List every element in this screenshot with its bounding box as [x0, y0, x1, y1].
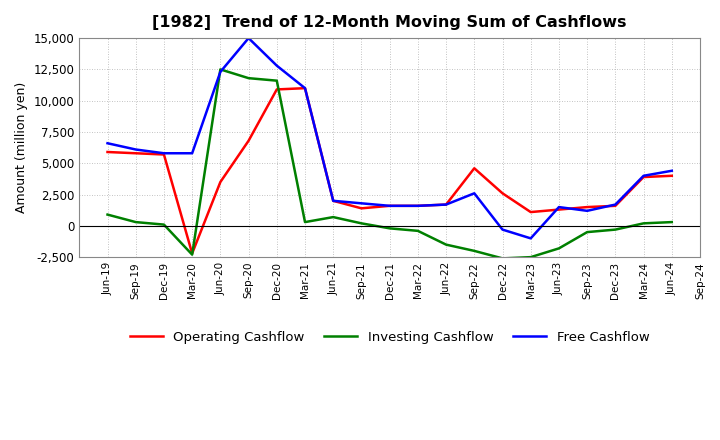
- Operating Cashflow: [216, 180, 225, 185]
- Investing Cashflow: [554, 246, 563, 251]
- Operating Cashflow: [329, 198, 338, 203]
- Free Cashflow: [216, 69, 225, 74]
- Operating Cashflow: [103, 149, 112, 154]
- Free Cashflow: [131, 147, 140, 152]
- Free Cashflow: [639, 173, 648, 179]
- Operating Cashflow: [667, 173, 676, 179]
- Title: [1982]  Trend of 12-Month Moving Sum of Cashflows: [1982] Trend of 12-Month Moving Sum of C…: [153, 15, 627, 30]
- Investing Cashflow: [639, 221, 648, 226]
- Operating Cashflow: [272, 87, 281, 92]
- Free Cashflow: [442, 202, 451, 207]
- Operating Cashflow: [188, 251, 197, 256]
- Investing Cashflow: [357, 221, 366, 226]
- Operating Cashflow: [639, 174, 648, 180]
- Free Cashflow: [272, 63, 281, 68]
- Free Cashflow: [329, 198, 338, 203]
- Operating Cashflow: [244, 138, 253, 143]
- Free Cashflow: [498, 227, 507, 232]
- Investing Cashflow: [272, 78, 281, 83]
- Operating Cashflow: [554, 207, 563, 212]
- Free Cashflow: [413, 203, 422, 209]
- Line: Operating Cashflow: Operating Cashflow: [107, 88, 672, 253]
- Investing Cashflow: [329, 214, 338, 220]
- Free Cashflow: [103, 141, 112, 146]
- Free Cashflow: [301, 85, 310, 91]
- Y-axis label: Amount (million yen): Amount (million yen): [15, 82, 28, 213]
- Legend: Operating Cashflow, Investing Cashflow, Free Cashflow: Operating Cashflow, Investing Cashflow, …: [125, 326, 655, 349]
- Operating Cashflow: [413, 203, 422, 209]
- Investing Cashflow: [216, 67, 225, 72]
- Operating Cashflow: [470, 165, 479, 171]
- Free Cashflow: [611, 202, 620, 207]
- Operating Cashflow: [526, 209, 535, 215]
- Free Cashflow: [526, 236, 535, 241]
- Operating Cashflow: [160, 152, 168, 157]
- Investing Cashflow: [611, 227, 620, 232]
- Free Cashflow: [160, 150, 168, 156]
- Free Cashflow: [582, 208, 591, 213]
- Free Cashflow: [244, 36, 253, 41]
- Line: Free Cashflow: Free Cashflow: [107, 38, 672, 238]
- Operating Cashflow: [498, 191, 507, 196]
- Investing Cashflow: [526, 254, 535, 260]
- Investing Cashflow: [667, 220, 676, 225]
- Operating Cashflow: [301, 85, 310, 91]
- Free Cashflow: [188, 150, 197, 156]
- Investing Cashflow: [244, 76, 253, 81]
- Free Cashflow: [357, 201, 366, 206]
- Investing Cashflow: [103, 212, 112, 217]
- Investing Cashflow: [442, 242, 451, 247]
- Investing Cashflow: [582, 230, 591, 235]
- Operating Cashflow: [611, 203, 620, 209]
- Line: Investing Cashflow: Investing Cashflow: [107, 70, 672, 258]
- Free Cashflow: [554, 205, 563, 210]
- Operating Cashflow: [131, 150, 140, 156]
- Investing Cashflow: [160, 222, 168, 227]
- Investing Cashflow: [413, 228, 422, 234]
- Free Cashflow: [470, 191, 479, 196]
- Free Cashflow: [385, 203, 394, 209]
- Operating Cashflow: [582, 205, 591, 210]
- Investing Cashflow: [498, 256, 507, 261]
- Operating Cashflow: [357, 205, 366, 211]
- Operating Cashflow: [385, 203, 394, 209]
- Investing Cashflow: [385, 226, 394, 231]
- Investing Cashflow: [301, 220, 310, 225]
- Investing Cashflow: [188, 252, 197, 257]
- Operating Cashflow: [442, 202, 451, 207]
- Investing Cashflow: [470, 248, 479, 253]
- Free Cashflow: [667, 168, 676, 173]
- Investing Cashflow: [131, 220, 140, 225]
